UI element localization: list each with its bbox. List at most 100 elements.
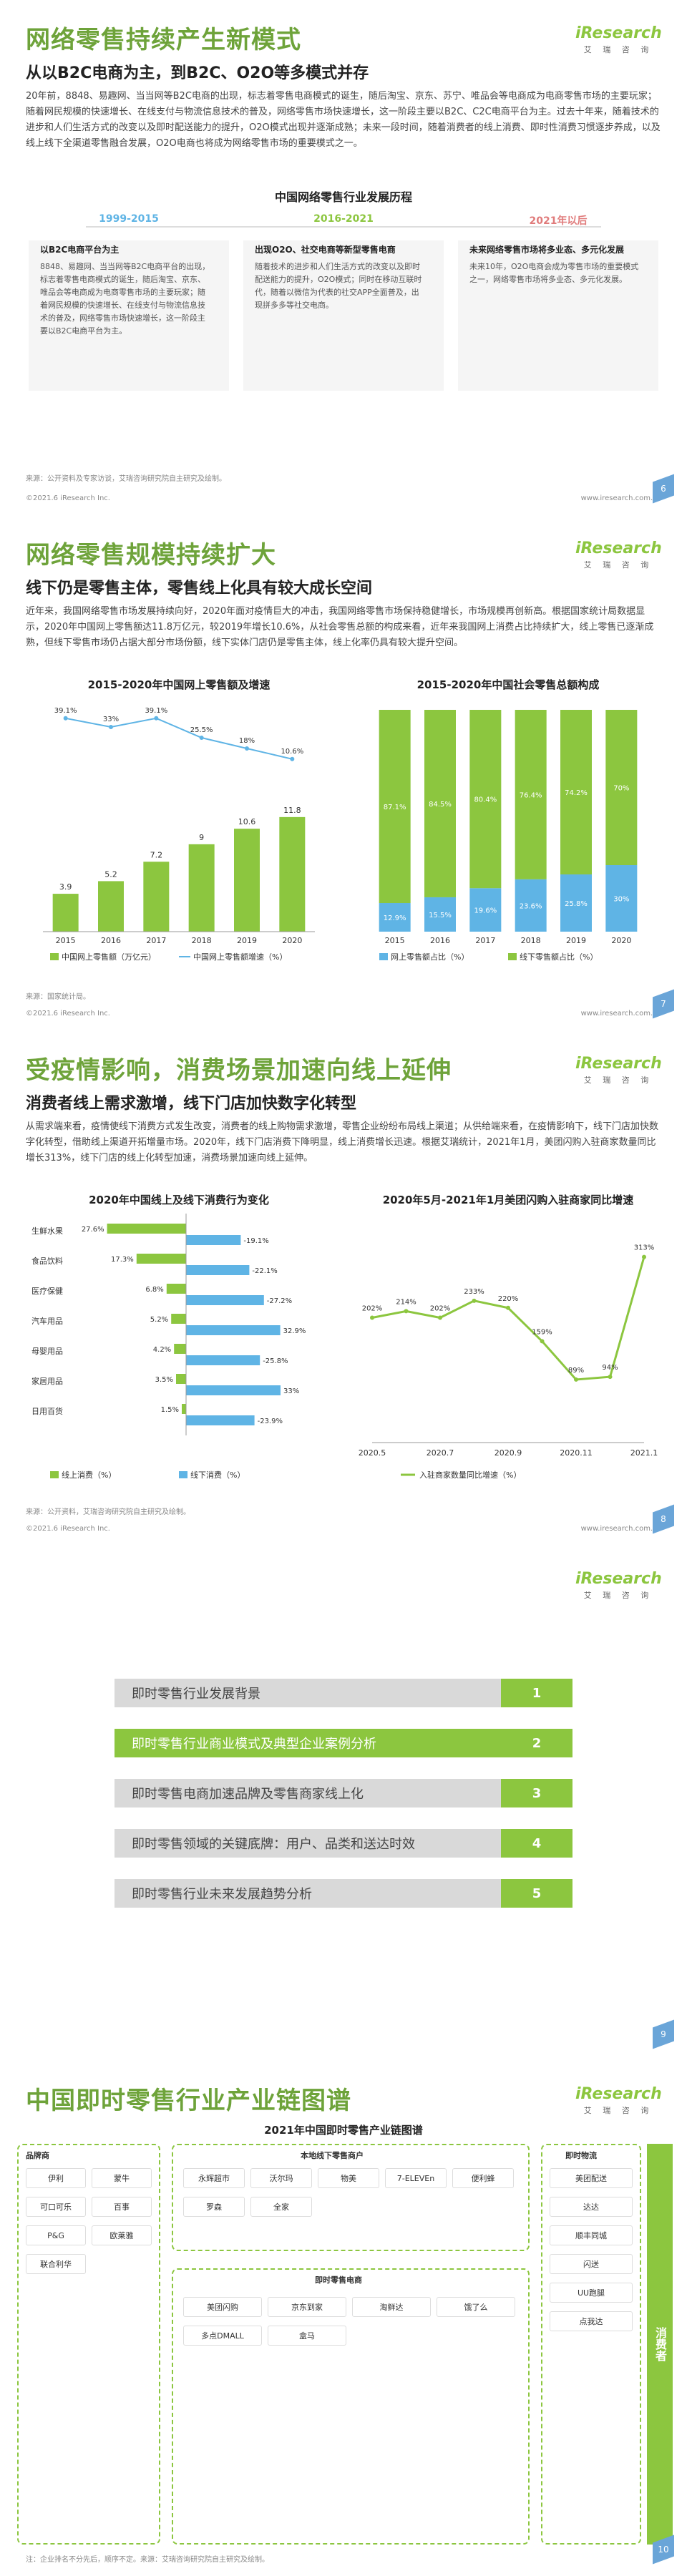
slide-industry-chain: 中国即时零售行业产业链图谱 iResearch 艾 瑞 咨 询 2021年中国即… <box>0 2061 687 2576</box>
category-label: 家居用品 <box>31 1376 63 1386</box>
data-label: -19.1% <box>243 1237 268 1245</box>
company-chip: 闪送 <box>550 2254 633 2274</box>
series-point <box>438 1315 442 1320</box>
toc-item[interactable]: 即时零售行业发展背景 1 <box>114 1679 572 1707</box>
source-note: 来源：公开资料，艾瑞咨询研究院自主研究及绘制。 <box>26 1508 190 1516</box>
phase-body: 随着技术的进步和人们生活方式的改变以及即时配送能力的提升，O2O模式；同时在移动… <box>255 262 422 310</box>
tick-label: 2018 <box>521 936 541 945</box>
data-label: 84.5% <box>429 801 452 809</box>
source-note: 来源：国家统计局。 <box>26 993 90 1001</box>
category-label: 生鲜水果 <box>31 1226 63 1236</box>
data-label: 23.6% <box>520 902 542 910</box>
data-label: 7.2 <box>150 850 163 859</box>
toc-item[interactable]: 即时零售电商加速品牌及零售商家线上化 3 <box>114 1779 572 1807</box>
company-chip: 点我达 <box>550 2311 633 2331</box>
online-sales-chart: 3.9 2015 39.1% 5.2 2016 33% 7.2 2017 39.1% 9 2018 2… <box>43 707 315 962</box>
toc-item[interactable]: 即时零售领域的关键底牌：用户、品类和送达时效 4 <box>114 1829 572 1858</box>
company-chip: 淘鲜达 <box>352 2297 431 2317</box>
phase-heading: 出现O2O、社交电商等新型零售电商 <box>255 245 396 255</box>
toc-item-active[interactable]: 即时零售行业商业模式及典型企业案例分析 2 <box>114 1729 572 1757</box>
data-label: 25.5% <box>190 726 213 734</box>
data-label: 1.5% <box>161 1406 179 1414</box>
footer: ©2021.6 iResearch Inc. www.iresearch.com.… <box>26 1010 661 1018</box>
legend-swatch <box>50 953 59 960</box>
bar-online <box>379 903 411 932</box>
toc-item[interactable]: 即时零售行业未来发展趋势分析 5 <box>114 1879 572 1908</box>
consumption-change-chart: 生鲜水果 27.6% -19.1% 食品饮料 17.3% -22.1% 医疗保健 6.8% -2… <box>31 1214 306 1480</box>
bar-offline <box>424 710 456 897</box>
tick-label: 2016 <box>101 936 121 945</box>
footer: ©2021.6 iResearch Inc. www.iresearch.com.… <box>26 1525 661 1533</box>
phase-years: 2016-2021 <box>313 213 374 225</box>
tick-label: 2019 <box>237 936 257 945</box>
page-number: 8 <box>653 1508 674 1530</box>
data-label: 233% <box>464 1288 484 1296</box>
series-point <box>540 1339 545 1344</box>
phase-card <box>458 240 658 391</box>
chart-title: 2015-2020年中国网上零售额及增速 <box>87 678 271 691</box>
data-label: 80.4% <box>474 796 497 804</box>
tick-label: 2018 <box>192 936 212 945</box>
legend-label: 线下零售额占比（%） <box>520 952 598 962</box>
company-chip: 顺丰同城 <box>550 2225 633 2245</box>
bar-online <box>174 1344 186 1354</box>
slide-retail-scale: 网络零售规模持续扩大 iResearch 艾 瑞 咨 询 线下仍是零售主体，零售… <box>0 515 687 1030</box>
bar <box>98 881 124 932</box>
series-point <box>109 725 113 729</box>
data-label: 32.9% <box>283 1327 306 1335</box>
data-label: 4.2% <box>153 1346 171 1354</box>
data-label: -22.1% <box>252 1267 277 1275</box>
phase-years: 1999-2015 <box>99 213 159 225</box>
company-chip: 全家 <box>250 2197 312 2217</box>
consumer-bar: 消费者 <box>647 2144 673 2545</box>
company-chip: 罗森 <box>183 2197 245 2217</box>
data-label: 74.2% <box>565 789 588 797</box>
series-point <box>472 1298 477 1303</box>
bar-online <box>166 1284 186 1294</box>
platform-panel <box>172 2268 530 2545</box>
bar-online <box>515 879 547 932</box>
brand-label: 品牌商 <box>26 2151 49 2160</box>
source-note: 注：企业排名不分先后，顺序不定。来源：艾瑞咨询研究院自主研究及绘制。 <box>26 2556 269 2564</box>
data-label: 11.8 <box>283 806 301 815</box>
bar-offline <box>186 1355 260 1365</box>
series-point <box>245 746 249 751</box>
series-point <box>404 1309 409 1314</box>
series-point <box>290 756 295 761</box>
data-label: 10.6% <box>281 748 303 756</box>
data-label: 39.1% <box>145 707 167 715</box>
data-label: 3.9 <box>59 882 72 892</box>
page-title: 中国即时零售行业产业链图谱 <box>26 2087 351 2115</box>
tick-label: 2021.1 <box>630 1448 658 1458</box>
series-point <box>199 736 204 740</box>
section-title: 中国网络零售行业发展历程 <box>274 190 412 204</box>
data-label: 17.3% <box>111 1256 134 1264</box>
series-line <box>65 717 293 760</box>
category-label: 食品饮料 <box>31 1256 63 1266</box>
legend-swatch <box>379 953 388 960</box>
legend-label: 中国网上零售额（万亿元） <box>62 952 156 962</box>
company-chip: 物美 <box>318 2168 379 2188</box>
bar-online <box>469 888 502 932</box>
series-point <box>506 1305 510 1310</box>
data-label: 39.1% <box>54 707 77 715</box>
page-number: 6 <box>653 478 674 499</box>
data-label: 94% <box>602 1364 618 1372</box>
data-label: -27.2% <box>267 1297 292 1305</box>
data-label: 30% <box>613 896 629 904</box>
legend-label: 线下消费（%） <box>190 1470 245 1480</box>
company-chip: 京东到家 <box>268 2297 346 2317</box>
data-label: 159% <box>532 1328 552 1336</box>
iresearch-logo: iResearch 艾 瑞 咨 询 <box>575 1055 662 1085</box>
bar-online <box>424 897 456 932</box>
bar-online <box>107 1224 186 1234</box>
bar-offline <box>186 1265 250 1275</box>
legend-swatch <box>179 1471 187 1478</box>
series-point <box>642 1254 646 1259</box>
tick-label: 2020.5 <box>359 1448 386 1458</box>
legend-swatch <box>50 1471 59 1478</box>
company-chip: UU跑腿 <box>550 2283 633 2303</box>
timeline-line <box>86 226 601 228</box>
data-label: 202% <box>362 1305 383 1313</box>
page-subtitle: 线下仍是零售主体，零售线上化具有较大成长空间 <box>26 580 373 597</box>
